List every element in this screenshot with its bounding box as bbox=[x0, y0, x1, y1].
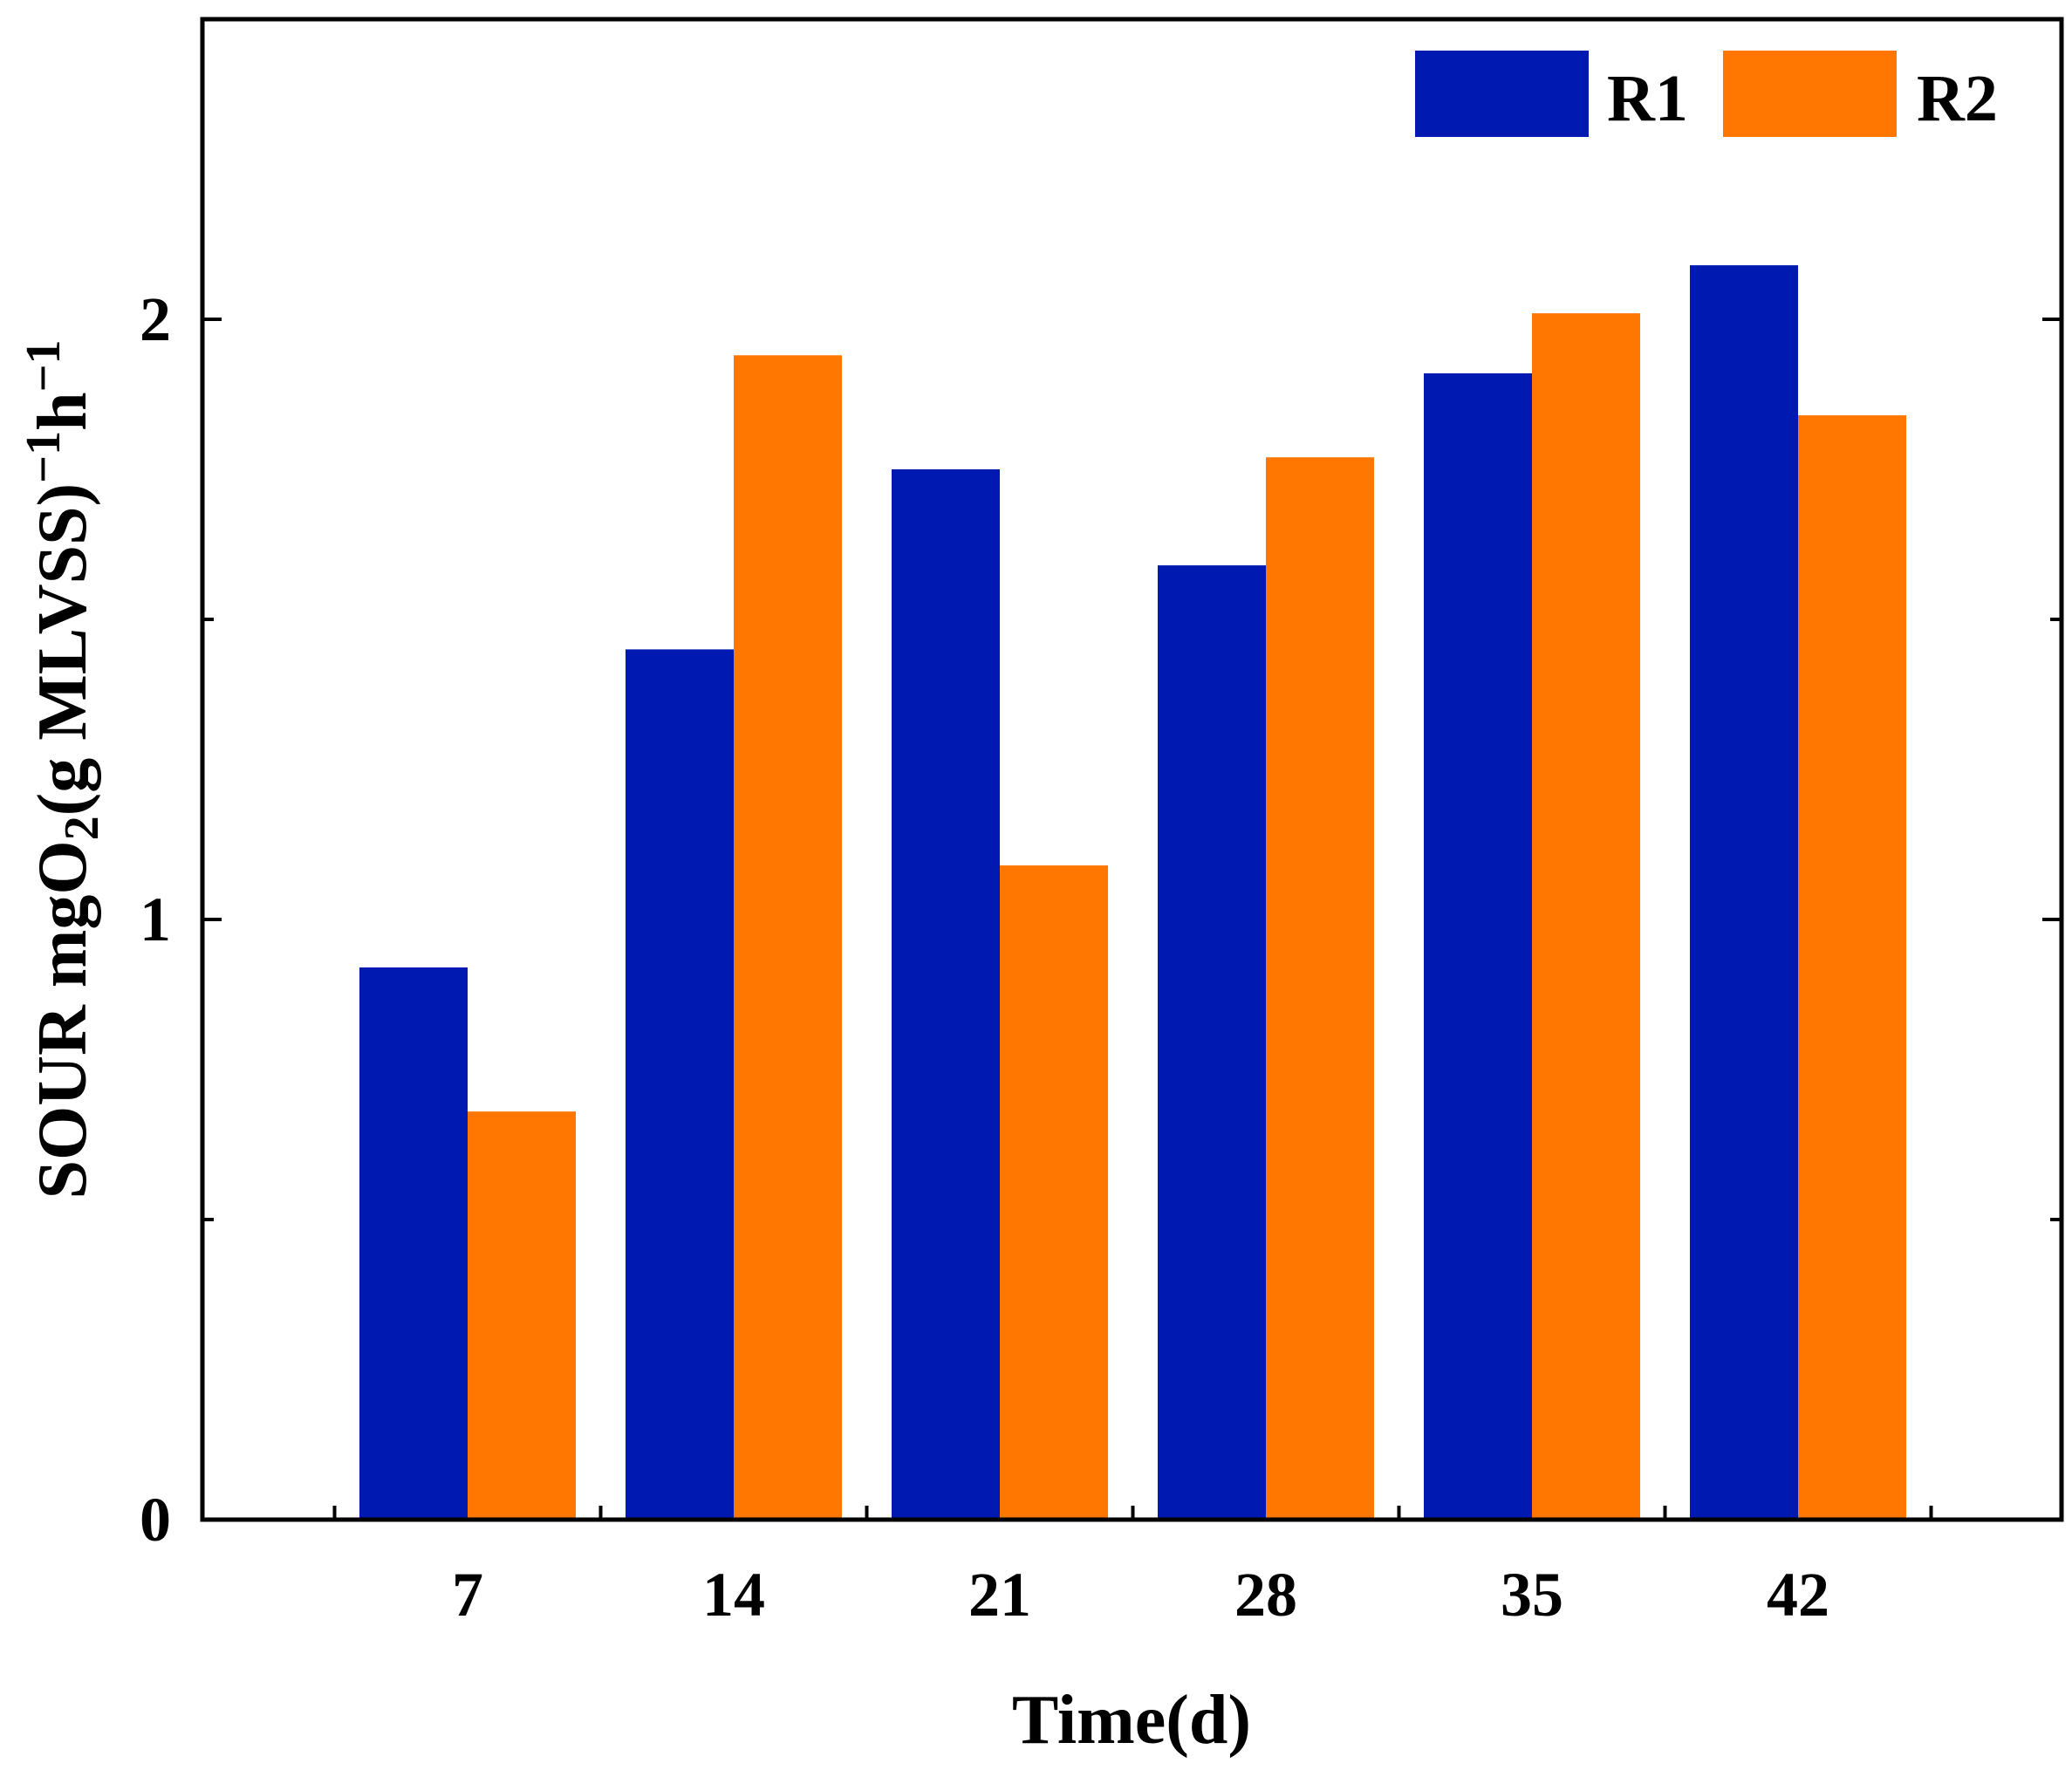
bar-r1-day-14 bbox=[626, 649, 734, 1520]
y-axis-title-unit: (g MLVSS) bbox=[24, 483, 101, 817]
y-tick-label-0: 0 bbox=[140, 1485, 171, 1555]
y-axis-title-unit-h: h bbox=[24, 392, 101, 431]
x-tick-label-42: 42 bbox=[1767, 1560, 1829, 1630]
bar-r2-day-28 bbox=[1266, 457, 1374, 1520]
bar-r2-day-7 bbox=[468, 1111, 576, 1520]
y-tick-label-1: 1 bbox=[140, 885, 171, 954]
legend-swatch-r2 bbox=[1723, 51, 1897, 137]
ticks-layer: 7 14 21 28 35 42 0 1 2 bbox=[140, 17, 2062, 1630]
legend-label-r2: R2 bbox=[1917, 62, 1998, 135]
y-axis-title-prefix: SOUR mgO bbox=[24, 840, 101, 1199]
bar-r1-day-42 bbox=[1690, 265, 1798, 1521]
y-axis-title-superscript-2: −1 bbox=[17, 339, 71, 392]
plot-frame bbox=[200, 17, 2064, 1522]
legend: R1 R2 bbox=[1415, 51, 1998, 137]
bar-r1-day-28 bbox=[1158, 565, 1266, 1520]
x-tick-label-21: 21 bbox=[968, 1560, 1031, 1630]
y-axis-title: SOUR mgO2(g MLVSS)−1h−1 bbox=[17, 339, 109, 1199]
y-tick-label-2: 2 bbox=[140, 284, 171, 354]
bar-r2-day-14 bbox=[734, 355, 842, 1520]
bar-r1-day-21 bbox=[892, 469, 1000, 1520]
legend-swatch-r1 bbox=[1415, 51, 1589, 137]
bar-r2-day-21 bbox=[1000, 865, 1108, 1520]
x-tick-label-35: 35 bbox=[1501, 1560, 1563, 1630]
bars-layer bbox=[359, 265, 1906, 1521]
y-axis-title-superscript-1: −1 bbox=[17, 431, 71, 483]
x-tick-label-28: 28 bbox=[1234, 1560, 1297, 1630]
bar-r2-day-42 bbox=[1798, 415, 1906, 1521]
x-tick-label-7: 7 bbox=[452, 1560, 483, 1630]
y-axis-title-subscript: 2 bbox=[55, 816, 109, 840]
x-axis-title: Time(d) bbox=[1012, 1682, 1251, 1759]
bar-r1-day-7 bbox=[359, 967, 468, 1520]
bar-r2-day-35 bbox=[1532, 313, 1640, 1520]
x-tick-label-14: 14 bbox=[702, 1560, 765, 1630]
legend-label-r1: R1 bbox=[1607, 62, 1688, 135]
bar-r1-day-35 bbox=[1424, 372, 1532, 1520]
